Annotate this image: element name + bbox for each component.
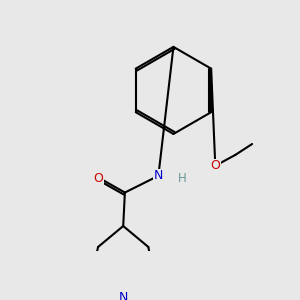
Text: N: N [154, 169, 163, 182]
Text: N: N [118, 291, 128, 300]
Text: H: H [177, 172, 186, 185]
Text: O: O [94, 172, 103, 185]
Text: O: O [210, 159, 220, 172]
